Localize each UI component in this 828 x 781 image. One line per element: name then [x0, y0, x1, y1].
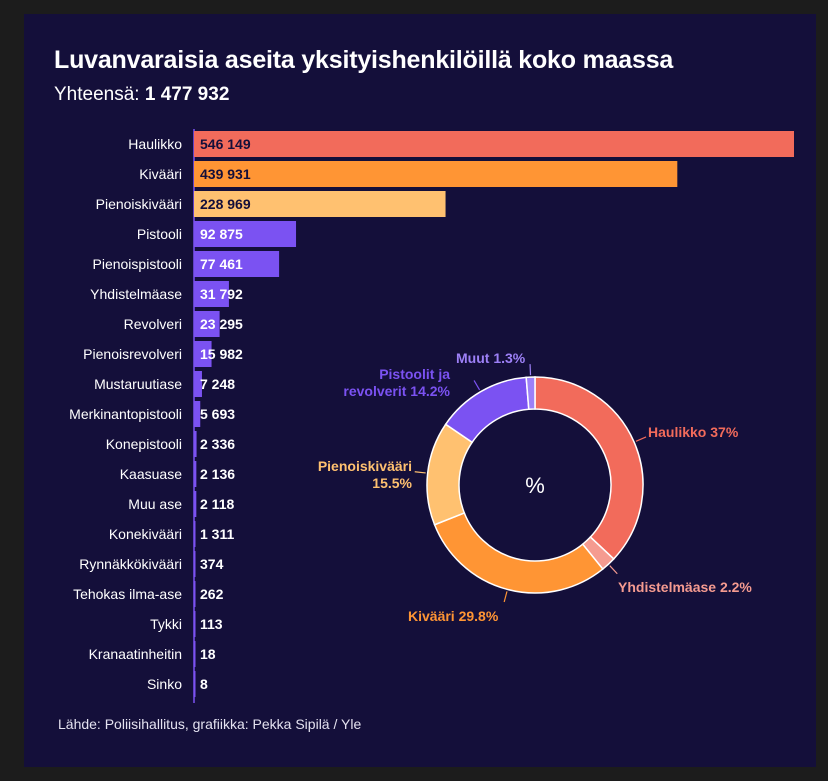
bar-category-label-konekivaari: Konekivääri	[109, 526, 182, 542]
donut-label-yhdistelmaase: Yhdistelmäase 2.2%	[618, 579, 752, 595]
donut-label-pistoolit-ja-revolverit: Pistoolit ja revolverit 14.2%	[343, 366, 450, 399]
bar-value-label-mustaruutiase: 7 248	[200, 376, 235, 392]
bar-category-label-kaasuase: Kaasuase	[120, 466, 182, 482]
bar-pienoispistooli	[194, 251, 280, 277]
bar-value-label-rynnakkokivaari: 374	[200, 556, 224, 572]
bar-value-label-pistooli: 92 875	[200, 226, 243, 242]
bar-value-label-sinko: 8	[200, 676, 208, 692]
bar-category-label-revolveri: Revolveri	[124, 316, 182, 332]
donut-label-kivaari: Kivääri 29.8%	[408, 608, 499, 624]
chart-title: Luvanvaraisia aseita yksityishenkilöillä…	[54, 46, 674, 74]
bar-value-label-pienoisrevolveri: 15 982	[200, 346, 243, 362]
bar-mustaruutiase	[194, 371, 202, 397]
bar-muu-ase	[194, 491, 197, 517]
bar-value-label-merkinantopistooli: 5 693	[200, 406, 235, 422]
bar-value-label-konekivaari: 1 311	[200, 526, 234, 542]
bar-category-label-pienoiskivaari: Pienoiskivääri	[96, 196, 182, 212]
bar-kranaatinheitin	[194, 641, 196, 667]
donut-label-pienoiskivaari: Pienoiskivääri 15.5%	[318, 458, 413, 491]
bar-revolveri	[194, 311, 220, 337]
bar-haulikko	[194, 131, 794, 157]
bar-category-label-tehokas-ilma-ase: Tehokas ilma-ase	[73, 586, 182, 602]
bar-category-label-haulikko: Haulikko	[128, 136, 182, 152]
bar-konepistooli	[194, 431, 197, 457]
bar-value-label-revolveri: 23 295	[200, 316, 243, 332]
donut-slice-pienoiskivaari	[426, 423, 474, 526]
bar-value-label-muu-ase: 2 118	[200, 496, 234, 512]
bar-category-label-muu-ase: Muu ase	[128, 496, 182, 512]
bar-value-label-kranaatinheitin: 18	[200, 646, 216, 662]
donut-slice-pistoolit-ja-revolverit	[444, 376, 530, 444]
donut-center-label: %	[525, 473, 545, 498]
chart-card: Luvanvaraisia aseita yksityishenkilöillä…	[24, 14, 816, 767]
chart-canvas: Haulikko 546 149 Kivääri 439 931 Pienoiskivä…	[69, 129, 794, 703]
bar-value-label-kivaari: 439 931	[200, 166, 251, 182]
donut-label-muut: Muut 1.3%	[456, 350, 526, 366]
bar-category-label-yhdistelmaase: Yhdistelmäase	[90, 286, 182, 302]
bar-sinko	[194, 671, 196, 697]
total-value: 1 477 932	[144, 84, 230, 105]
donut-leader-pistoolit-ja-revolverit	[473, 380, 481, 391]
bar-value-label-tehokas-ilma-ase: 262	[200, 586, 224, 602]
bar-value-label-haulikko: 546 149	[200, 136, 251, 152]
bar-kivaari	[194, 161, 678, 187]
donut-leader-pienoiskivaari	[414, 471, 426, 474]
bar-category-label-kranaatinheitin: Kranaatinheitin	[89, 646, 182, 662]
bar-kaasuase	[194, 461, 197, 487]
bar-pistooli	[194, 221, 297, 247]
bar-rynnakkokivaari	[194, 551, 196, 577]
bar-category-label-sinko: Sinko	[147, 676, 182, 692]
donut-slice-haulikko	[534, 376, 644, 560]
bar-value-label-tykki: 113	[200, 616, 223, 632]
bar-tykki	[194, 611, 196, 637]
bar-pienoiskivaari	[194, 191, 446, 217]
bar-value-label-yhdistelmaase: 31 792	[200, 286, 243, 302]
bar-value-label-konepistooli: 2 336	[200, 436, 235, 452]
bar-category-label-merkinantopistooli: Merkinantopistooli	[69, 406, 182, 422]
donut-leader-yhdistelmaase	[609, 565, 618, 575]
bar-tehokas-ilma-ase	[194, 581, 196, 607]
bar-konekivaari	[194, 521, 196, 547]
bar-category-label-pienoispistooli: Pienoispistooli	[93, 256, 183, 272]
bar-value-label-kaasuase: 2 136	[200, 466, 235, 482]
source-credit: Lähde: Poliisihallitus, grafiikka: Pekka…	[58, 716, 362, 732]
bar-category-label-rynnakkokivaari: Rynnäkkökivääri	[79, 556, 182, 572]
donut-slice-muut	[525, 376, 536, 411]
bar-category-label-mustaruutiase: Mustaruutiase	[94, 376, 182, 392]
bar-value-label-pienoispistooli: 77 461	[200, 256, 243, 272]
chart-subtitle: Yhteensä: 1 477 932	[54, 84, 229, 106]
donut-label-haulikko: Haulikko 37%	[648, 424, 739, 440]
donut-leader-kivaari	[503, 591, 508, 603]
donut-slice-kivaari	[433, 512, 604, 594]
donut-leader-haulikko	[635, 436, 647, 442]
bar-yhdistelmaase	[194, 281, 229, 307]
bar-value-label-pienoiskivaari: 228 969	[200, 196, 251, 212]
total-label: Yhteensä:	[54, 84, 140, 105]
bar-pienoisrevolveri	[194, 341, 212, 367]
bar-merkinantopistooli	[194, 401, 201, 427]
bar-category-label-tykki: Tykki	[150, 616, 182, 632]
bar-category-label-pienoisrevolveri: Pienoisrevolveri	[83, 346, 182, 362]
bar-category-label-kivaari: Kivääri	[139, 166, 182, 182]
bar-category-label-pistooli: Pistooli	[137, 226, 182, 242]
bar-category-label-konepistooli: Konepistooli	[106, 436, 182, 452]
